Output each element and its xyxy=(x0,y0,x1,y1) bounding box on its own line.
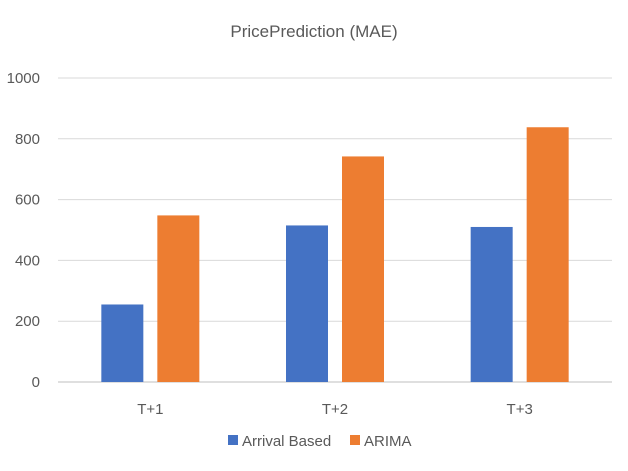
legend-swatch-arima xyxy=(350,435,360,445)
x-tick-label: T+1 xyxy=(137,401,163,418)
bars xyxy=(101,127,569,382)
y-tick-label: 800 xyxy=(15,131,40,148)
bar-arima-tplus1 xyxy=(157,215,200,382)
legend-label-arima: ARIMA xyxy=(364,433,412,450)
y-tick-label: 600 xyxy=(15,192,40,209)
bar-arrival-based-tplus2 xyxy=(286,225,328,382)
gridlines xyxy=(58,77,612,383)
x-tick-label: T+3 xyxy=(507,401,533,418)
y-tick-label: 400 xyxy=(15,252,40,269)
x-axis-ticks: T+1 T+2 T+3 xyxy=(137,401,533,418)
y-tick-label: 200 xyxy=(15,313,40,330)
x-tick-label: T+2 xyxy=(322,401,348,418)
bar-arrival-based-tplus3 xyxy=(470,226,513,382)
bar-arima-tplus2 xyxy=(342,156,384,382)
bar-arrival-based-tplus1 xyxy=(101,304,144,382)
y-tick-label: 1000 xyxy=(7,70,40,87)
bar-arima-tplus3 xyxy=(526,127,569,382)
legend-label-arrival-based: Arrival Based xyxy=(242,433,331,450)
legend: Arrival Based ARIMA xyxy=(228,433,412,450)
chart-title: PricePrediction (MAE) xyxy=(230,22,397,41)
legend-swatch-arrival-based xyxy=(228,435,238,445)
y-axis-ticks: 0 200 400 600 800 1000 xyxy=(7,70,40,391)
y-tick-label: 0 xyxy=(32,374,40,391)
